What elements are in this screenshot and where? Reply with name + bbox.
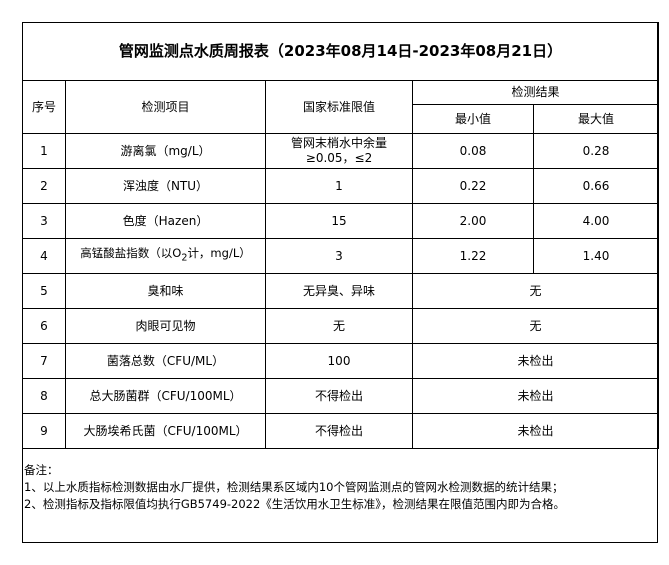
cell-result: 无 [411, 273, 660, 309]
cell-index: 7 [22, 343, 66, 379]
cell-item: 大肠埃希氏菌（CFU/100ML） [65, 413, 266, 449]
table-row: 9 大肠埃希氏菌（CFU/100ML） 不得检出 未检出 [22, 413, 660, 449]
cell-min: 1.22 [412, 238, 534, 274]
cell-index: 3 [22, 203, 66, 239]
item-subscript: 2 [181, 252, 188, 264]
header-max: 最大值 [532, 104, 660, 134]
cell-item: 臭和味 [65, 273, 266, 309]
cell-standard: 管网末梢水中余量≥0.05，≤2 [265, 133, 413, 169]
header-item: 检测项目 [65, 80, 266, 134]
cell-item: 高锰酸盐指数（以O2计，mg/L） [65, 238, 266, 274]
cell-index: 1 [22, 133, 66, 169]
cell-result: 无 [411, 308, 660, 344]
cell-standard: 15 [265, 203, 413, 239]
cell-result: 未检出 [411, 378, 660, 414]
item-text: 高锰酸盐指数（以O [80, 246, 182, 261]
cell-result: 未检出 [411, 413, 660, 449]
cell-min: 0.22 [412, 168, 534, 204]
cell-standard: 3 [265, 238, 413, 274]
cell-item: 总大肠菌群（CFU/100ML） [65, 378, 266, 414]
table-row: 5 臭和味 无异臭、异味无 [22, 273, 660, 309]
cell-max: 4.00 [532, 203, 660, 239]
report-title: 管网监测点水质周报表（2023年08月14日-2023年08月21日） [21, 22, 660, 81]
cell-standard: 不得检出 [265, 378, 413, 414]
cell-max: 0.66 [532, 168, 660, 204]
cell-index: 9 [22, 413, 66, 449]
table-row: 6 肉眼可见物无无 [22, 308, 660, 344]
cell-min: 2.00 [412, 203, 534, 239]
table-row: 1 游离氯（mg/L） 管网末梢水中余量≥0.05，≤2 0.08 0.28 [22, 133, 660, 169]
cell-index: 6 [22, 308, 66, 344]
table-row: 2 浑浊度（NTU） 1 0.22 0.66 [22, 168, 660, 204]
cell-result: 未检出 [411, 343, 660, 379]
cell-standard: 无 [265, 308, 413, 344]
cell-standard: 1 [265, 168, 413, 204]
note-item: 2、检测指标及指标限值均执行GB5749-2022《生活饮用水卫生标准》，检测结… [24, 497, 566, 511]
cell-max: 0.28 [532, 133, 660, 169]
header-results: 检测结果 [411, 80, 660, 105]
cell-standard: 无异臭、异味 [265, 273, 413, 309]
table-row: 7 菌落总数（CFU/ML） 100 未检出 [22, 343, 660, 379]
header-min: 最小值 [412, 104, 534, 134]
cell-item: 色度（Hazen） [65, 203, 266, 239]
note-item: 1、以上水质指标检测数据由水厂提供，检测结果系区域内10个管网监测点的管网水检测… [24, 480, 564, 494]
notes: 备注： 1、以上水质指标检测数据由水厂提供，检测结果系区域内10个管网监测点的管… [24, 462, 565, 513]
header-standard: 国家标准限值 [265, 80, 413, 134]
header-index: 序号 [22, 80, 66, 134]
notes-label: 备注： [24, 463, 59, 477]
table-row: 3 色度（Hazen） 15 2.00 4.00 [22, 203, 660, 239]
item-text: 计，mg/L） [187, 246, 251, 261]
table-row: 4 高锰酸盐指数（以O2计，mg/L） 3 1.22 1.40 [22, 238, 660, 274]
cell-item: 肉眼可见物 [65, 308, 266, 344]
cell-standard: 不得检出 [265, 413, 413, 449]
cell-item: 浑浊度（NTU） [65, 168, 266, 204]
cell-item: 菌落总数（CFU/ML） [65, 343, 266, 379]
cell-max: 1.40 [532, 238, 660, 274]
cell-index: 8 [22, 378, 66, 414]
table-row: 8 总大肠菌群（CFU/100ML） 不得检出 未检出 [22, 378, 660, 414]
cell-item: 游离氯（mg/L） [65, 133, 266, 169]
cell-index: 2 [22, 168, 66, 204]
cell-min: 0.08 [412, 133, 534, 169]
cell-standard: 100 [265, 343, 413, 379]
cell-index: 4 [22, 238, 66, 274]
water-quality-table: 管网监测点水质周报表（2023年08月14日-2023年08月21日） 序号 检测… [21, 22, 660, 449]
cell-index: 5 [22, 273, 66, 309]
